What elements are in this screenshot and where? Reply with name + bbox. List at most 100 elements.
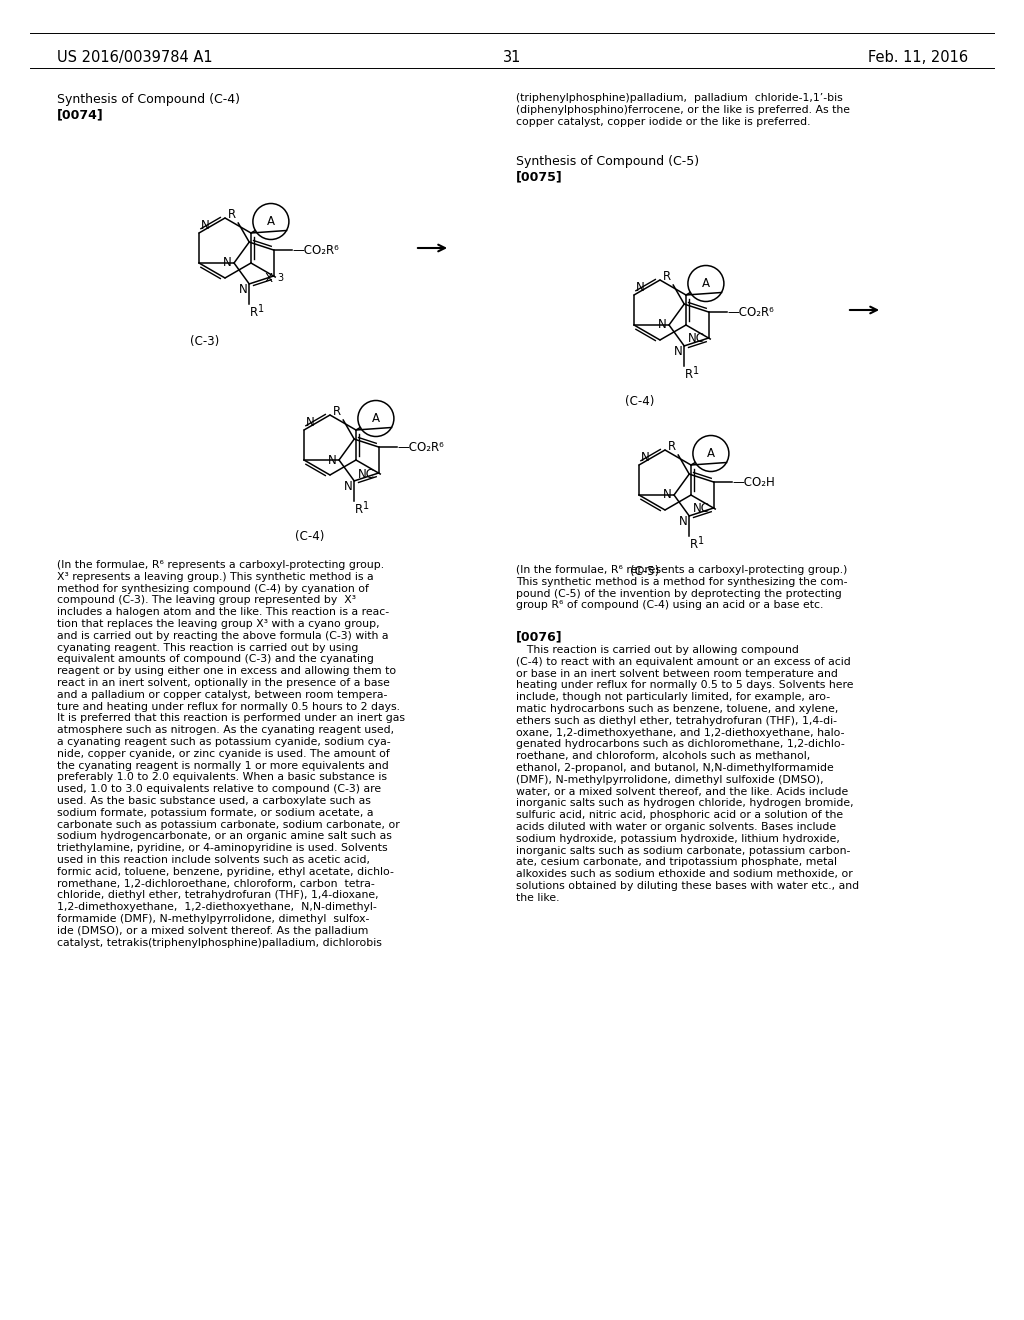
Text: includes a halogen atom and the like. This reaction is a reac-: includes a halogen atom and the like. Th…	[57, 607, 389, 618]
Text: N: N	[343, 480, 352, 492]
Text: (C-5): (C-5)	[631, 565, 659, 578]
Text: R: R	[668, 440, 676, 453]
Text: N: N	[641, 451, 650, 465]
Text: include, though not particularly limited, for example, aro-: include, though not particularly limited…	[516, 692, 830, 702]
Text: Feb. 11, 2016: Feb. 11, 2016	[868, 50, 968, 65]
Text: —CO₂R⁶: —CO₂R⁶	[293, 244, 340, 256]
Text: the like.: the like.	[516, 892, 559, 903]
Text: N: N	[223, 256, 232, 269]
Text: inorganic salts such as hydrogen chloride, hydrogen bromide,: inorganic salts such as hydrogen chlorid…	[516, 799, 854, 808]
Text: This synthetic method is a method for synthesizing the com-: This synthetic method is a method for sy…	[516, 577, 848, 587]
Text: pound (C-5) of the invention by deprotecting the protecting: pound (C-5) of the invention by deprotec…	[516, 589, 842, 598]
Text: ate, cesium carbonate, and tripotassium phosphate, metal: ate, cesium carbonate, and tripotassium …	[516, 858, 837, 867]
Text: 3: 3	[278, 273, 284, 282]
Text: heating under reflux for normally 0.5 to 5 days. Solvents here: heating under reflux for normally 0.5 to…	[516, 680, 853, 690]
Text: chloride, diethyl ether, tetrahydrofuran (THF), 1,4-dioxane,: chloride, diethyl ether, tetrahydrofuran…	[57, 891, 379, 900]
Text: atmosphere such as nitrogen. As the cyanating reagent used,: atmosphere such as nitrogen. As the cyan…	[57, 725, 394, 735]
Text: R: R	[333, 405, 341, 418]
Text: This reaction is carried out by allowing compound: This reaction is carried out by allowing…	[516, 645, 799, 655]
Text: the cyanating reagent is normally 1 or more equivalents and: the cyanating reagent is normally 1 or m…	[57, 760, 389, 771]
Text: genated hydrocarbons such as dichloromethane, 1,2-dichlo-: genated hydrocarbons such as dichloromet…	[516, 739, 845, 750]
Text: 1: 1	[258, 304, 264, 314]
Text: [0075]: [0075]	[516, 170, 563, 183]
Text: N: N	[658, 318, 667, 331]
Text: (DMF), N-methylpyrrolidone, dimethyl sulfoxide (DMSO),: (DMF), N-methylpyrrolidone, dimethyl sul…	[516, 775, 823, 785]
Text: oxane, 1,2-dimethoxyethane, and 1,2-diethoxyethane, halo-: oxane, 1,2-dimethoxyethane, and 1,2-diet…	[516, 727, 845, 738]
Text: compound (C-3). The leaving group represented by  X³: compound (C-3). The leaving group repres…	[57, 595, 356, 606]
Text: and is carried out by reacting the above formula (C-3) with a: and is carried out by reacting the above…	[57, 631, 388, 640]
Text: formic acid, toluene, benzene, pyridine, ethyl acetate, dichlo-: formic acid, toluene, benzene, pyridine,…	[57, 867, 394, 876]
Text: A: A	[707, 447, 715, 459]
Text: A: A	[372, 412, 380, 425]
Text: used. As the basic substance used, a carboxylate such as: used. As the basic substance used, a car…	[57, 796, 371, 807]
Text: NC: NC	[358, 467, 375, 480]
Text: water, or a mixed solvent thereof, and the like. Acids include: water, or a mixed solvent thereof, and t…	[516, 787, 848, 796]
Text: N: N	[674, 345, 682, 358]
Text: Synthesis of Compound (C-4): Synthesis of Compound (C-4)	[57, 92, 240, 106]
Text: (In the formulae, R⁶ represents a carboxyl-protecting group.: (In the formulae, R⁶ represents a carbox…	[57, 560, 384, 570]
Text: (C-4): (C-4)	[295, 531, 325, 543]
Text: reagent or by using either one in excess and allowing them to: reagent or by using either one in excess…	[57, 667, 396, 676]
Text: (C-4): (C-4)	[626, 395, 654, 408]
Text: cyanating reagent. This reaction is carried out by using: cyanating reagent. This reaction is carr…	[57, 643, 358, 652]
Text: N: N	[664, 488, 672, 502]
Text: X³ represents a leaving group.) This synthetic method is a: X³ represents a leaving group.) This syn…	[57, 572, 374, 582]
Text: sodium hydroxide, potassium hydroxide, lithium hydroxide,: sodium hydroxide, potassium hydroxide, l…	[516, 834, 840, 843]
Text: N: N	[306, 416, 314, 429]
Text: inorganic salts such as sodium carbonate, potassium carbon-: inorganic salts such as sodium carbonate…	[516, 846, 850, 855]
Text: solutions obtained by diluting these bases with water etc., and: solutions obtained by diluting these bas…	[516, 880, 859, 891]
Text: used in this reaction include solvents such as acetic acid,: used in this reaction include solvents s…	[57, 855, 370, 865]
Text: N: N	[679, 515, 687, 528]
Text: [0074]: [0074]	[57, 108, 103, 121]
Text: ture and heating under reflux for normally 0.5 hours to 2 days.: ture and heating under reflux for normal…	[57, 702, 400, 711]
Text: or base in an inert solvent between room temperature and: or base in an inert solvent between room…	[516, 669, 838, 678]
Text: catalyst, tetrakis(triphenylphosphine)palladium, dichlorobis: catalyst, tetrakis(triphenylphosphine)pa…	[57, 937, 382, 948]
Text: alkoxides such as sodium ethoxide and sodium methoxide, or: alkoxides such as sodium ethoxide and so…	[516, 869, 853, 879]
Text: matic hydrocarbons such as benzene, toluene, and xylene,: matic hydrocarbons such as benzene, tolu…	[516, 704, 839, 714]
Text: (C-3): (C-3)	[190, 335, 219, 348]
Text: roethane, and chloroform, alcohols such as methanol,: roethane, and chloroform, alcohols such …	[516, 751, 810, 762]
Text: group R⁶ of compound (C-4) using an acid or a base etc.: group R⁶ of compound (C-4) using an acid…	[516, 601, 823, 610]
Text: (diphenylphosphino)ferrocene, or the like is preferred. As the: (diphenylphosphino)ferrocene, or the lik…	[516, 104, 850, 115]
Text: [0076]: [0076]	[516, 630, 562, 643]
Text: nide, copper cyanide, or zinc cyanide is used. The amount of: nide, copper cyanide, or zinc cyanide is…	[57, 748, 390, 759]
Text: 1: 1	[698, 536, 705, 546]
Text: R: R	[355, 503, 364, 516]
Text: sodium formate, potassium formate, or sodium acetate, a: sodium formate, potassium formate, or so…	[57, 808, 374, 818]
Text: NC: NC	[693, 503, 711, 516]
Text: —CO₂H: —CO₂H	[733, 475, 775, 488]
Text: formamide (DMF), N-methylpyrrolidone, dimethyl  sulfox-: formamide (DMF), N-methylpyrrolidone, di…	[57, 913, 370, 924]
Text: R: R	[685, 368, 693, 381]
Text: 1: 1	[693, 366, 699, 376]
Text: R: R	[228, 209, 237, 220]
Text: (C-4) to react with an equivalent amount or an excess of acid: (C-4) to react with an equivalent amount…	[516, 657, 851, 667]
Text: 31: 31	[503, 50, 521, 65]
Text: carbonate such as potassium carbonate, sodium carbonate, or: carbonate such as potassium carbonate, s…	[57, 820, 399, 829]
Text: ide (DMSO), or a mixed solvent thereof. As the palladium: ide (DMSO), or a mixed solvent thereof. …	[57, 925, 369, 936]
Text: R: R	[690, 539, 698, 550]
Text: tion that replaces the leaving group X³ with a cyano group,: tion that replaces the leaving group X³ …	[57, 619, 380, 630]
Text: —CO₂R⁶: —CO₂R⁶	[728, 305, 774, 318]
Text: N: N	[329, 454, 337, 466]
Text: used, 1.0 to 3.0 equivalents relative to compound (C-3) are: used, 1.0 to 3.0 equivalents relative to…	[57, 784, 381, 795]
Text: N: N	[636, 281, 645, 294]
Text: Synthesis of Compound (C-5): Synthesis of Compound (C-5)	[516, 154, 699, 168]
Text: react in an inert solvent, optionally in the presence of a base: react in an inert solvent, optionally in…	[57, 678, 390, 688]
Text: romethane, 1,2-dichloroethane, chloroform, carbon  tetra-: romethane, 1,2-dichloroethane, chlorofor…	[57, 879, 375, 888]
Text: NC: NC	[688, 333, 706, 346]
Text: ethers such as diethyl ether, tetrahydrofuran (THF), 1,4-di-: ethers such as diethyl ether, tetrahydro…	[516, 715, 837, 726]
Text: preferably 1.0 to 2.0 equivalents. When a basic substance is: preferably 1.0 to 2.0 equivalents. When …	[57, 772, 387, 783]
Text: (In the formulae, R⁶ represents a carboxyl-protecting group.): (In the formulae, R⁶ represents a carbox…	[516, 565, 848, 576]
Text: R: R	[250, 306, 258, 319]
Text: copper catalyst, copper iodide or the like is preferred.: copper catalyst, copper iodide or the li…	[516, 116, 811, 127]
Text: A: A	[701, 277, 710, 290]
Text: triethylamine, pyridine, or 4-aminopyridine is used. Solvents: triethylamine, pyridine, or 4-aminopyrid…	[57, 843, 388, 853]
Text: and a palladium or copper catalyst, between room tempera-: and a palladium or copper catalyst, betw…	[57, 690, 387, 700]
Text: (triphenylphosphine)palladium,  palladium  chloride-1,1’-bis: (triphenylphosphine)palladium, palladium…	[516, 92, 843, 103]
Text: N: N	[201, 219, 210, 232]
Text: acids diluted with water or organic solvents. Bases include: acids diluted with water or organic solv…	[516, 822, 837, 832]
Text: 1,2-dimethoxyethane,  1,2-diethoxyethane,  N,N-dimethyl-: 1,2-dimethoxyethane, 1,2-diethoxyethane,…	[57, 902, 377, 912]
Text: ethanol, 2-propanol, and butanol, N,N-dimethylformamide: ethanol, 2-propanol, and butanol, N,N-di…	[516, 763, 834, 774]
Text: N: N	[239, 282, 247, 296]
Text: A: A	[267, 215, 274, 228]
